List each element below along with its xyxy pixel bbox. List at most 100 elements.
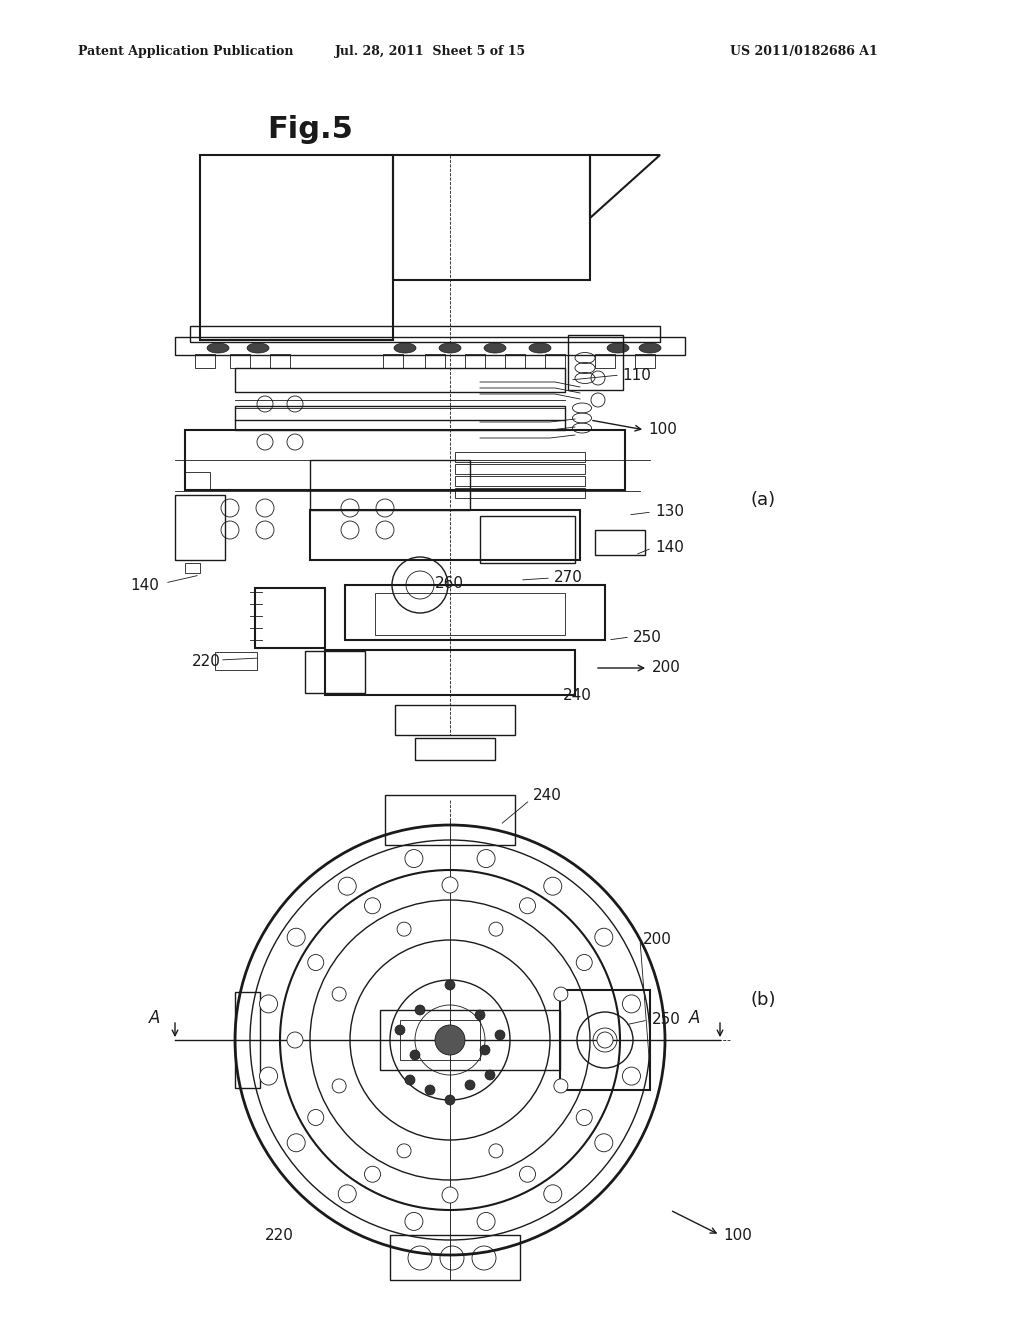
Circle shape (475, 1010, 485, 1020)
Circle shape (495, 1030, 505, 1040)
Circle shape (365, 1167, 381, 1183)
Bar (234, 993, 260, 1088)
Bar (305, 651, 365, 693)
Circle shape (404, 850, 423, 867)
Text: 140: 140 (655, 540, 684, 556)
Text: 100: 100 (723, 1228, 752, 1242)
Text: (b): (b) (750, 991, 775, 1008)
Text: A: A (689, 1008, 700, 1027)
Ellipse shape (247, 343, 269, 352)
Circle shape (395, 1026, 406, 1035)
Bar (395, 705, 515, 735)
Text: A: A (150, 1008, 161, 1027)
Bar (560, 990, 650, 1090)
Ellipse shape (394, 343, 416, 352)
Circle shape (308, 1110, 324, 1126)
Circle shape (338, 878, 356, 895)
Circle shape (332, 1078, 346, 1093)
Bar (230, 354, 250, 368)
Bar (175, 337, 685, 355)
Circle shape (287, 928, 305, 946)
Circle shape (404, 1213, 423, 1230)
Circle shape (338, 1185, 356, 1203)
Bar (185, 564, 200, 573)
Text: Patent Application Publication: Patent Application Publication (78, 45, 294, 58)
Ellipse shape (439, 343, 461, 352)
Bar (595, 354, 615, 368)
Circle shape (477, 850, 495, 867)
Bar (310, 510, 580, 560)
Circle shape (365, 898, 381, 913)
Bar (270, 354, 290, 368)
Ellipse shape (529, 343, 551, 352)
Circle shape (544, 1185, 562, 1203)
Bar (195, 354, 215, 368)
Circle shape (519, 898, 536, 913)
Bar (380, 1010, 560, 1071)
Circle shape (442, 1187, 458, 1203)
Circle shape (287, 1134, 305, 1152)
Text: 130: 130 (655, 504, 684, 520)
Bar (480, 516, 575, 564)
Text: 240: 240 (534, 788, 562, 803)
Circle shape (435, 1026, 465, 1055)
Circle shape (577, 954, 592, 970)
Bar (455, 488, 585, 498)
Text: 200: 200 (652, 660, 681, 676)
Text: 220: 220 (265, 1228, 294, 1242)
Bar (635, 354, 655, 368)
Circle shape (308, 954, 324, 970)
Bar (345, 585, 605, 640)
Ellipse shape (207, 343, 229, 352)
Ellipse shape (484, 343, 506, 352)
Bar (234, 407, 565, 430)
Bar (385, 795, 515, 845)
Circle shape (488, 1144, 503, 1158)
Ellipse shape (607, 343, 629, 352)
Text: 100: 100 (648, 422, 677, 437)
Circle shape (480, 1045, 490, 1055)
Circle shape (485, 1071, 495, 1080)
Circle shape (595, 928, 612, 946)
Bar (595, 531, 645, 554)
Bar (383, 354, 403, 368)
Text: (a): (a) (750, 491, 775, 510)
Bar (234, 368, 565, 392)
Bar (375, 593, 565, 635)
Text: 260: 260 (435, 576, 464, 590)
Text: US 2011/0182686 A1: US 2011/0182686 A1 (730, 45, 878, 58)
Bar (465, 354, 485, 368)
Circle shape (445, 979, 455, 990)
Bar (415, 738, 495, 760)
Circle shape (595, 1134, 612, 1152)
Circle shape (597, 1032, 613, 1048)
Bar (455, 451, 585, 462)
Bar (185, 473, 210, 490)
Bar (400, 1020, 480, 1060)
Circle shape (623, 1067, 640, 1085)
Bar (455, 477, 585, 486)
Text: 220: 220 (193, 655, 221, 669)
Bar (505, 354, 525, 368)
Circle shape (397, 923, 411, 936)
Circle shape (442, 876, 458, 894)
Text: 200: 200 (643, 932, 672, 948)
Bar (215, 652, 257, 671)
Circle shape (488, 923, 503, 936)
Bar (455, 465, 585, 474)
Circle shape (519, 1167, 536, 1183)
Circle shape (406, 1074, 415, 1085)
Bar (190, 326, 660, 342)
Bar (545, 354, 565, 368)
Circle shape (544, 878, 562, 895)
Text: 250: 250 (652, 1012, 681, 1027)
Circle shape (259, 1067, 278, 1085)
Circle shape (465, 1080, 475, 1090)
Bar (255, 587, 325, 648)
Bar (390, 1236, 520, 1280)
Bar (425, 354, 445, 368)
Circle shape (477, 1213, 495, 1230)
Text: Fig.5: Fig.5 (267, 116, 353, 144)
Bar (185, 430, 625, 490)
Ellipse shape (639, 343, 662, 352)
